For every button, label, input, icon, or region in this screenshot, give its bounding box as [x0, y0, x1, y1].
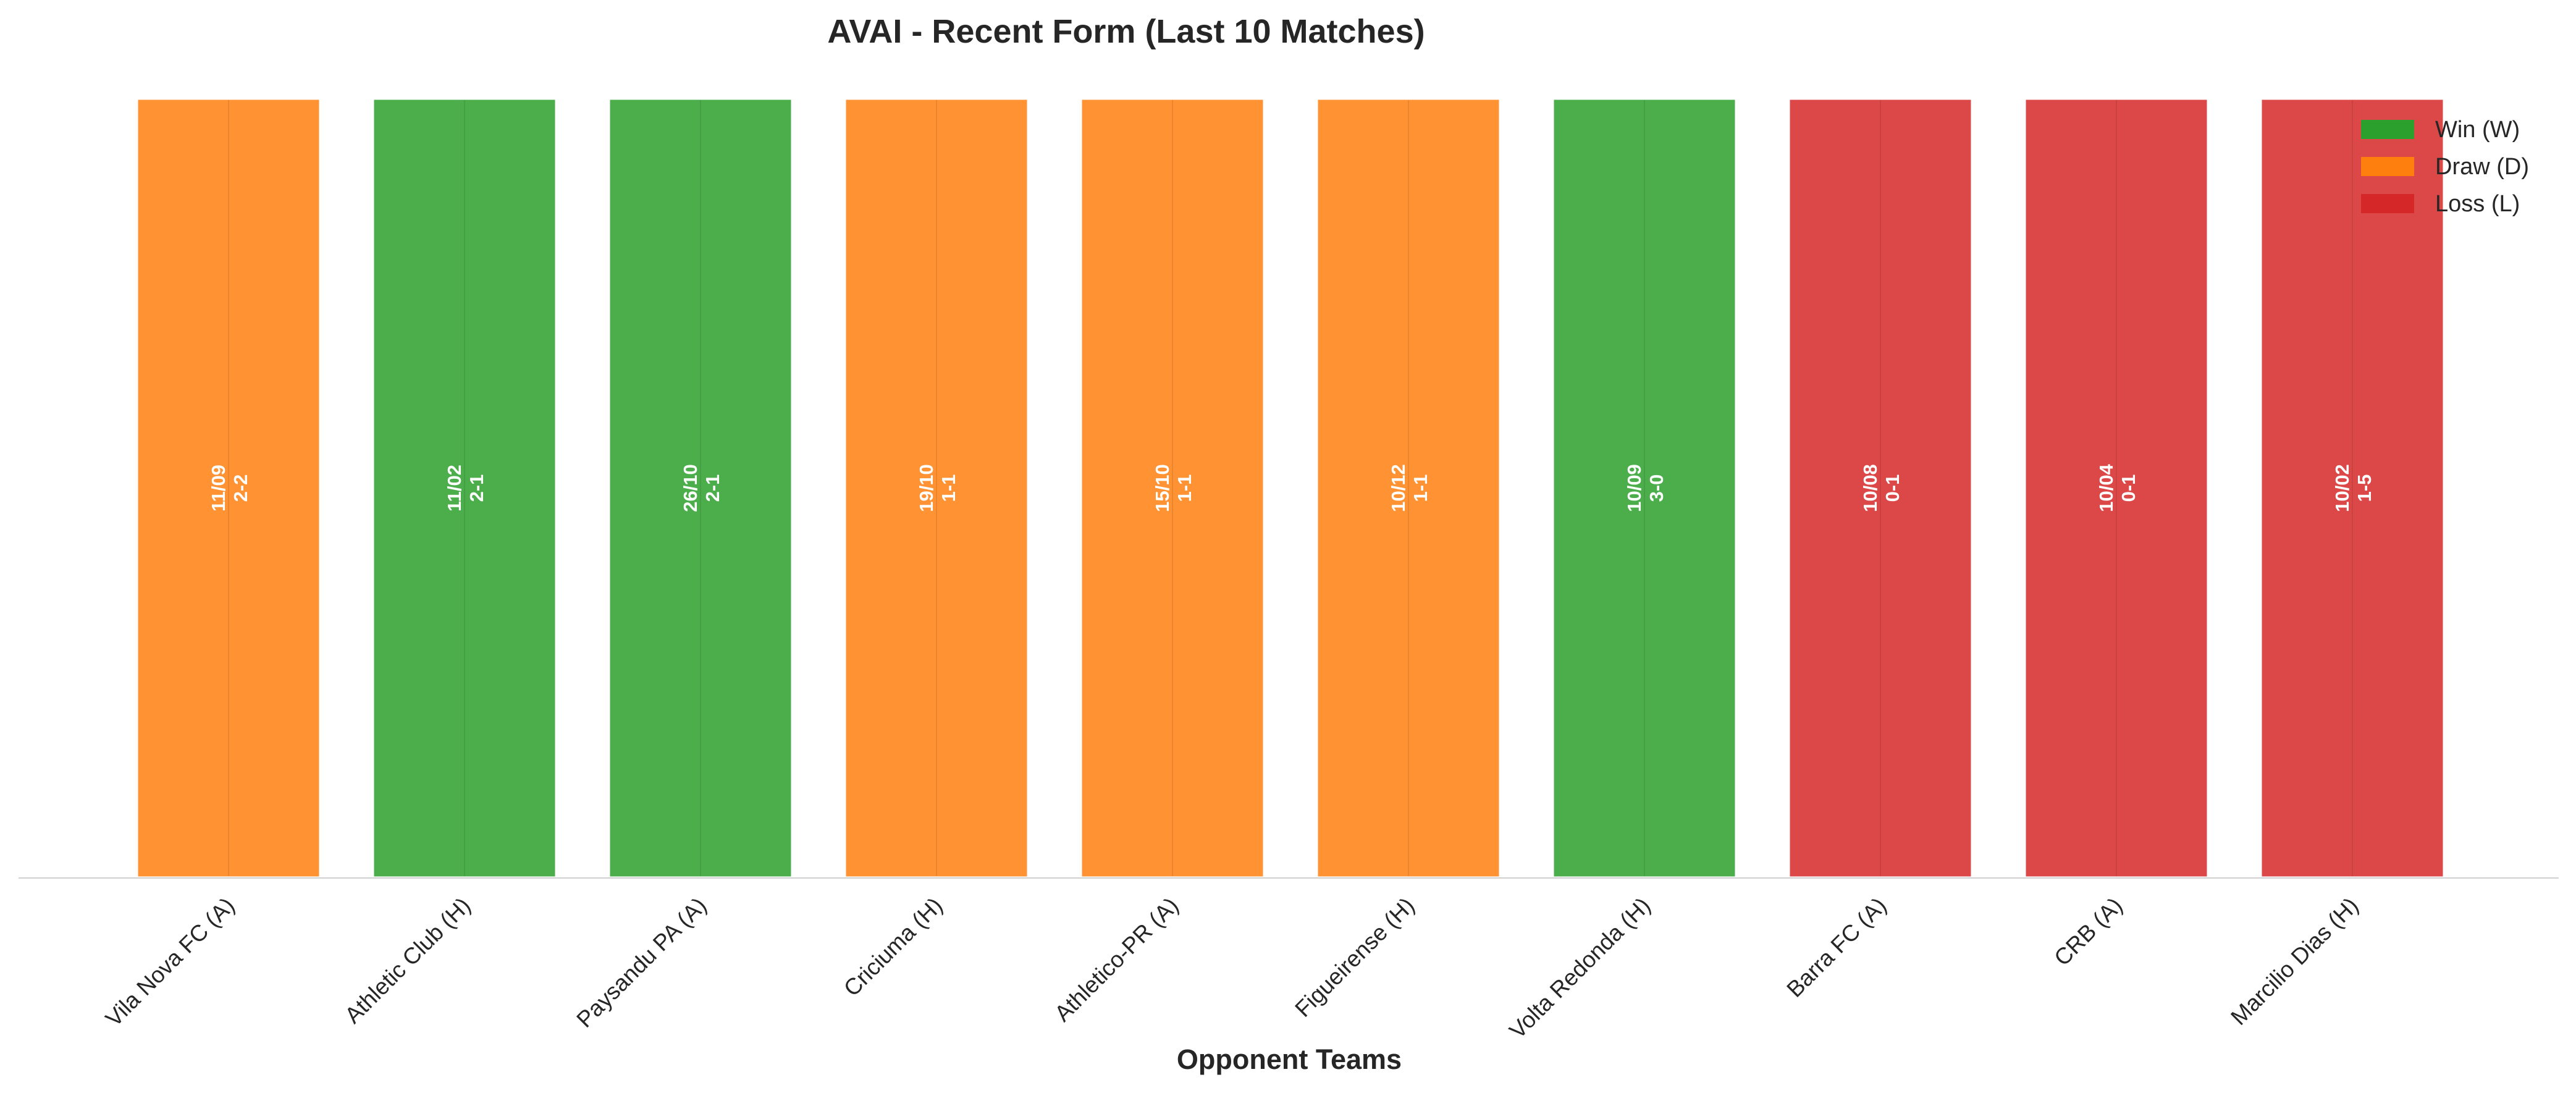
bar-label-score: 2-1 — [466, 475, 487, 502]
x-axis-label: Opponent Teams — [1177, 1044, 1402, 1075]
bar-label-date: 11/02 — [444, 465, 465, 512]
bar-label-score: 1-1 — [1410, 475, 1431, 502]
bar — [1079, 96, 1266, 880]
bar — [1551, 96, 1738, 880]
bar-label-date: 10/09 — [1623, 464, 1645, 512]
x-tick-label: Athletico-PR (A) — [1050, 893, 1184, 1027]
bar-label-date: 10/08 — [1859, 464, 1881, 512]
bar-label-date: 11/09 — [208, 465, 229, 512]
legend: Win (W) Draw (D) Loss (L) — [2361, 117, 2529, 217]
bars-group: 11/092-2 11/022-1 26/102-1 19/101-1 15/101-1… — [135, 96, 2446, 880]
bar-group: 19/101-1 — [843, 96, 1030, 880]
x-tick-label: Marcilio Dias (H) — [2226, 893, 2363, 1030]
bar-label-score: 3-0 — [1646, 475, 1667, 502]
bar-label-date: 10/02 — [2331, 464, 2353, 512]
bar-label-score: 1-1 — [938, 475, 959, 502]
bar-label-date: 19/10 — [915, 464, 937, 512]
legend-swatch — [2361, 120, 2414, 139]
bar-label-date: 10/04 — [2095, 463, 2117, 512]
bar-label-date: 15/10 — [1151, 464, 1173, 512]
bar-group: 10/121-1 — [1315, 96, 1502, 880]
legend-label: Draw (D) — [2435, 154, 2529, 180]
bar-label-date: 10/12 — [1387, 464, 1409, 512]
bar-label: 11/092-2 — [208, 465, 251, 512]
x-tick-label: Barra FC (A) — [1782, 893, 1891, 1002]
bar-group: 10/093-0 — [1551, 96, 1738, 880]
bar — [843, 96, 1030, 880]
bar-label-date: 26/10 — [680, 464, 701, 512]
bar-label: 10/040-1 — [2095, 463, 2139, 512]
x-tick-labels: Vila Nova FC (A) Athletic Club (H) Paysand… — [101, 893, 2363, 1044]
chart-title: AVAI - Recent Form (Last 10 Matches) — [827, 13, 1425, 50]
x-tick-label: Paysandu PA (A) — [571, 893, 711, 1032]
bar-group: 10/040-1 — [2022, 96, 2210, 880]
x-tick-label: Volta Redonda (H) — [1504, 893, 1655, 1044]
bar-label-score: 2-1 — [702, 475, 723, 502]
x-tick-label: CRB (A) — [2049, 893, 2127, 971]
bar-label: 10/021-5 — [2331, 464, 2375, 512]
bar — [607, 96, 794, 880]
bar — [371, 96, 558, 880]
bar — [1315, 96, 1502, 880]
bar-label: 10/121-1 — [1387, 464, 1431, 512]
bar-group: 11/022-1 — [371, 96, 558, 880]
x-tick-label: Criciuma (H) — [839, 893, 948, 1002]
bar-label: 15/101-1 — [1151, 464, 1195, 512]
x-tick-label: Vila Nova FC (A) — [101, 893, 240, 1032]
bar-label: 11/022-1 — [444, 465, 487, 512]
bar-label-score: 1-1 — [1174, 475, 1195, 502]
bar-label-score: 2-2 — [230, 475, 251, 502]
bar-group: 10/080-1 — [1787, 96, 1974, 880]
legend-label: Win (W) — [2435, 117, 2520, 143]
bar-label-score: 0-1 — [2118, 475, 2139, 502]
legend-swatch — [2361, 157, 2414, 176]
x-tick-label: Athletic Club (H) — [340, 893, 475, 1028]
bar-label: 10/093-0 — [1623, 464, 1667, 512]
bar — [135, 96, 322, 880]
bar-group: 15/101-1 — [1079, 96, 1266, 880]
x-tick-label: Figueirense (H) — [1290, 893, 1419, 1022]
bar-group: 10/021-5 — [2258, 96, 2446, 880]
legend-swatch — [2361, 194, 2414, 213]
legend-label: Loss (L) — [2435, 191, 2520, 217]
bar-label: 19/101-1 — [915, 464, 959, 512]
bar-label: 26/102-1 — [680, 464, 723, 512]
bar-group: 26/102-1 — [607, 96, 794, 880]
bar-label-score: 1-5 — [2354, 475, 2375, 502]
bar — [2258, 96, 2446, 880]
bar-label: 10/080-1 — [1859, 464, 1903, 512]
bar-label-score: 0-1 — [1882, 475, 1903, 502]
bar-group: 11/092-2 — [135, 96, 322, 880]
